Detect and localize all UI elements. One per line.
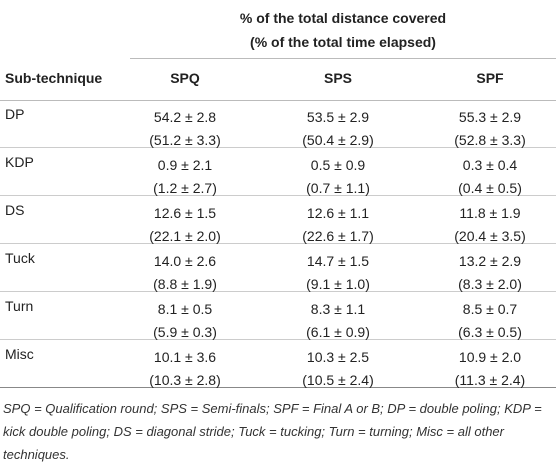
table-cell: 0.9 ± 2.1 (1.2 ± 2.7): [115, 154, 255, 200]
table-row: DP 54.2 ± 2.8 (51.2 ± 3.3) 53.5 ± 2.9 (50.4 …: [0, 100, 556, 148]
table-cell: 8.5 ± 0.7 (6.3 ± 0.5): [420, 298, 556, 344]
cell-line: (50.4 ± 2.9): [302, 132, 374, 148]
column-header: Sub-technique: [5, 70, 103, 86]
table-row: Turn 8.1 ± 0.5 (5.9 ± 0.3) 8.3 ± 1.1 (6.1 ± …: [0, 292, 556, 340]
cell-line: (1.2 ± 2.7): [153, 180, 217, 196]
row-label: KDP: [5, 154, 34, 170]
table-cell: 10.3 ± 2.5 (10.5 ± 2.4): [268, 346, 408, 392]
cell-line: (0.4 ± 0.5): [458, 180, 522, 196]
cell-line: (22.1 ± 2.0): [149, 228, 221, 244]
table-cell: 14.7 ± 1.5 (9.1 ± 1.0): [268, 250, 408, 296]
table-row: DS 12.6 ± 1.5 (22.1 ± 2.0) 12.6 ± 1.1 (22.6 …: [0, 196, 556, 244]
table-cell: 8.3 ± 1.1 (6.1 ± 0.9): [268, 298, 408, 344]
cell-line: (9.1 ± 1.0): [306, 276, 370, 292]
cell-line: (6.1 ± 0.9): [306, 324, 370, 340]
row-label: Tuck: [5, 250, 35, 266]
cell-line: (6.3 ± 0.5): [458, 324, 522, 340]
cell-line: 8.5 ± 0.7: [462, 301, 518, 317]
table-cell: 8.1 ± 0.5 (5.9 ± 0.3): [115, 298, 255, 344]
group-header: % of the total distance covered (% of th…: [130, 6, 556, 59]
group-header-line: (% of the total time elapsed): [250, 34, 436, 50]
cell-line: 13.2 ± 2.9: [458, 253, 522, 269]
table-row: KDP 0.9 ± 2.1 (1.2 ± 2.7) 0.5 ± 0.9 (0.7 ± 1…: [0, 148, 556, 196]
cell-line: 14.7 ± 1.5: [306, 253, 370, 269]
footnote: SPQ = Qualification round; SPS = Semi-fi…: [3, 401, 542, 462]
table-cell: 10.9 ± 2.0 (11.3 ± 2.4): [420, 346, 556, 392]
table-cell: 54.2 ± 2.8 (51.2 ± 3.3): [115, 106, 255, 152]
column-header: SPS: [323, 70, 352, 86]
table-cell: 13.2 ± 2.9 (8.3 ± 2.0): [420, 250, 556, 296]
row-label: Misc: [5, 346, 34, 362]
cell-line: 0.5 ± 0.9: [310, 157, 366, 173]
row-label: DS: [5, 202, 25, 218]
cell-line: (52.8 ± 3.3): [454, 132, 526, 148]
cell-line: (22.6 ± 1.7): [302, 228, 374, 244]
cell-line: 55.3 ± 2.9: [458, 109, 522, 125]
cell-line: (10.3 ± 2.8): [149, 372, 221, 388]
table-cell: 11.8 ± 1.9 (20.4 ± 3.5): [420, 202, 556, 248]
cell-line: 0.3 ± 0.4: [462, 157, 518, 173]
cell-line: (11.3 ± 2.4): [454, 372, 526, 388]
cell-line: 8.1 ± 0.5: [157, 301, 213, 317]
table-row: Misc 10.1 ± 3.6 (10.3 ± 2.8) 10.3 ± 2.5 (10.…: [0, 340, 556, 388]
cell-line: 10.3 ± 2.5: [306, 349, 370, 365]
column-header-row: Sub-technique SPQ SPS SPF: [0, 58, 556, 101]
cell-line: 53.5 ± 2.9: [306, 109, 370, 125]
cell-line: 12.6 ± 1.5: [153, 205, 217, 221]
table-cell: 12.6 ± 1.5 (22.1 ± 2.0): [115, 202, 255, 248]
cell-line: 0.9 ± 2.1: [157, 157, 213, 173]
cell-line: 12.6 ± 1.1: [306, 205, 370, 221]
cell-line: 10.9 ± 2.0: [458, 349, 522, 365]
cell-line: (0.7 ± 1.1): [306, 180, 370, 196]
table-cell: 12.6 ± 1.1 (22.6 ± 1.7): [268, 202, 408, 248]
cell-line: 11.8 ± 1.9: [459, 205, 521, 221]
cell-line: (51.2 ± 3.3): [149, 132, 221, 148]
row-label: DP: [5, 106, 25, 122]
cell-line: 10.1 ± 3.6: [153, 349, 217, 365]
column-header: SPQ: [170, 70, 200, 86]
row-label: Turn: [5, 298, 34, 314]
table-cell: 53.5 ± 2.9 (50.4 ± 2.9): [268, 106, 408, 152]
group-header-line: % of the total distance covered: [239, 10, 447, 26]
table-cell: 55.3 ± 2.9 (52.8 ± 3.3): [420, 106, 556, 152]
table-row: Tuck 14.0 ± 2.6 (8.8 ± 1.9) 14.7 ± 1.5 (9.1 …: [0, 244, 556, 292]
cell-line: (20.4 ± 3.5): [454, 228, 526, 244]
table-cell: 0.5 ± 0.9 (0.7 ± 1.1): [268, 154, 408, 200]
table-cell: 14.0 ± 2.6 (8.8 ± 1.9): [115, 250, 255, 296]
cell-line: 54.2 ± 2.8: [153, 109, 217, 125]
cell-line: 8.3 ± 1.1: [310, 301, 366, 317]
cell-line: (8.3 ± 2.0): [458, 276, 522, 292]
column-header: SPF: [476, 70, 504, 86]
table-cell: 0.3 ± 0.4 (0.4 ± 0.5): [420, 154, 556, 200]
cell-line: (5.9 ± 0.3): [153, 324, 217, 340]
cell-line: (8.8 ± 1.9): [153, 276, 217, 292]
cell-line: 14.0 ± 2.6: [153, 253, 217, 269]
table-cell: 10.1 ± 3.6 (10.3 ± 2.8): [115, 346, 255, 392]
cell-line: (10.5 ± 2.4): [302, 372, 374, 388]
